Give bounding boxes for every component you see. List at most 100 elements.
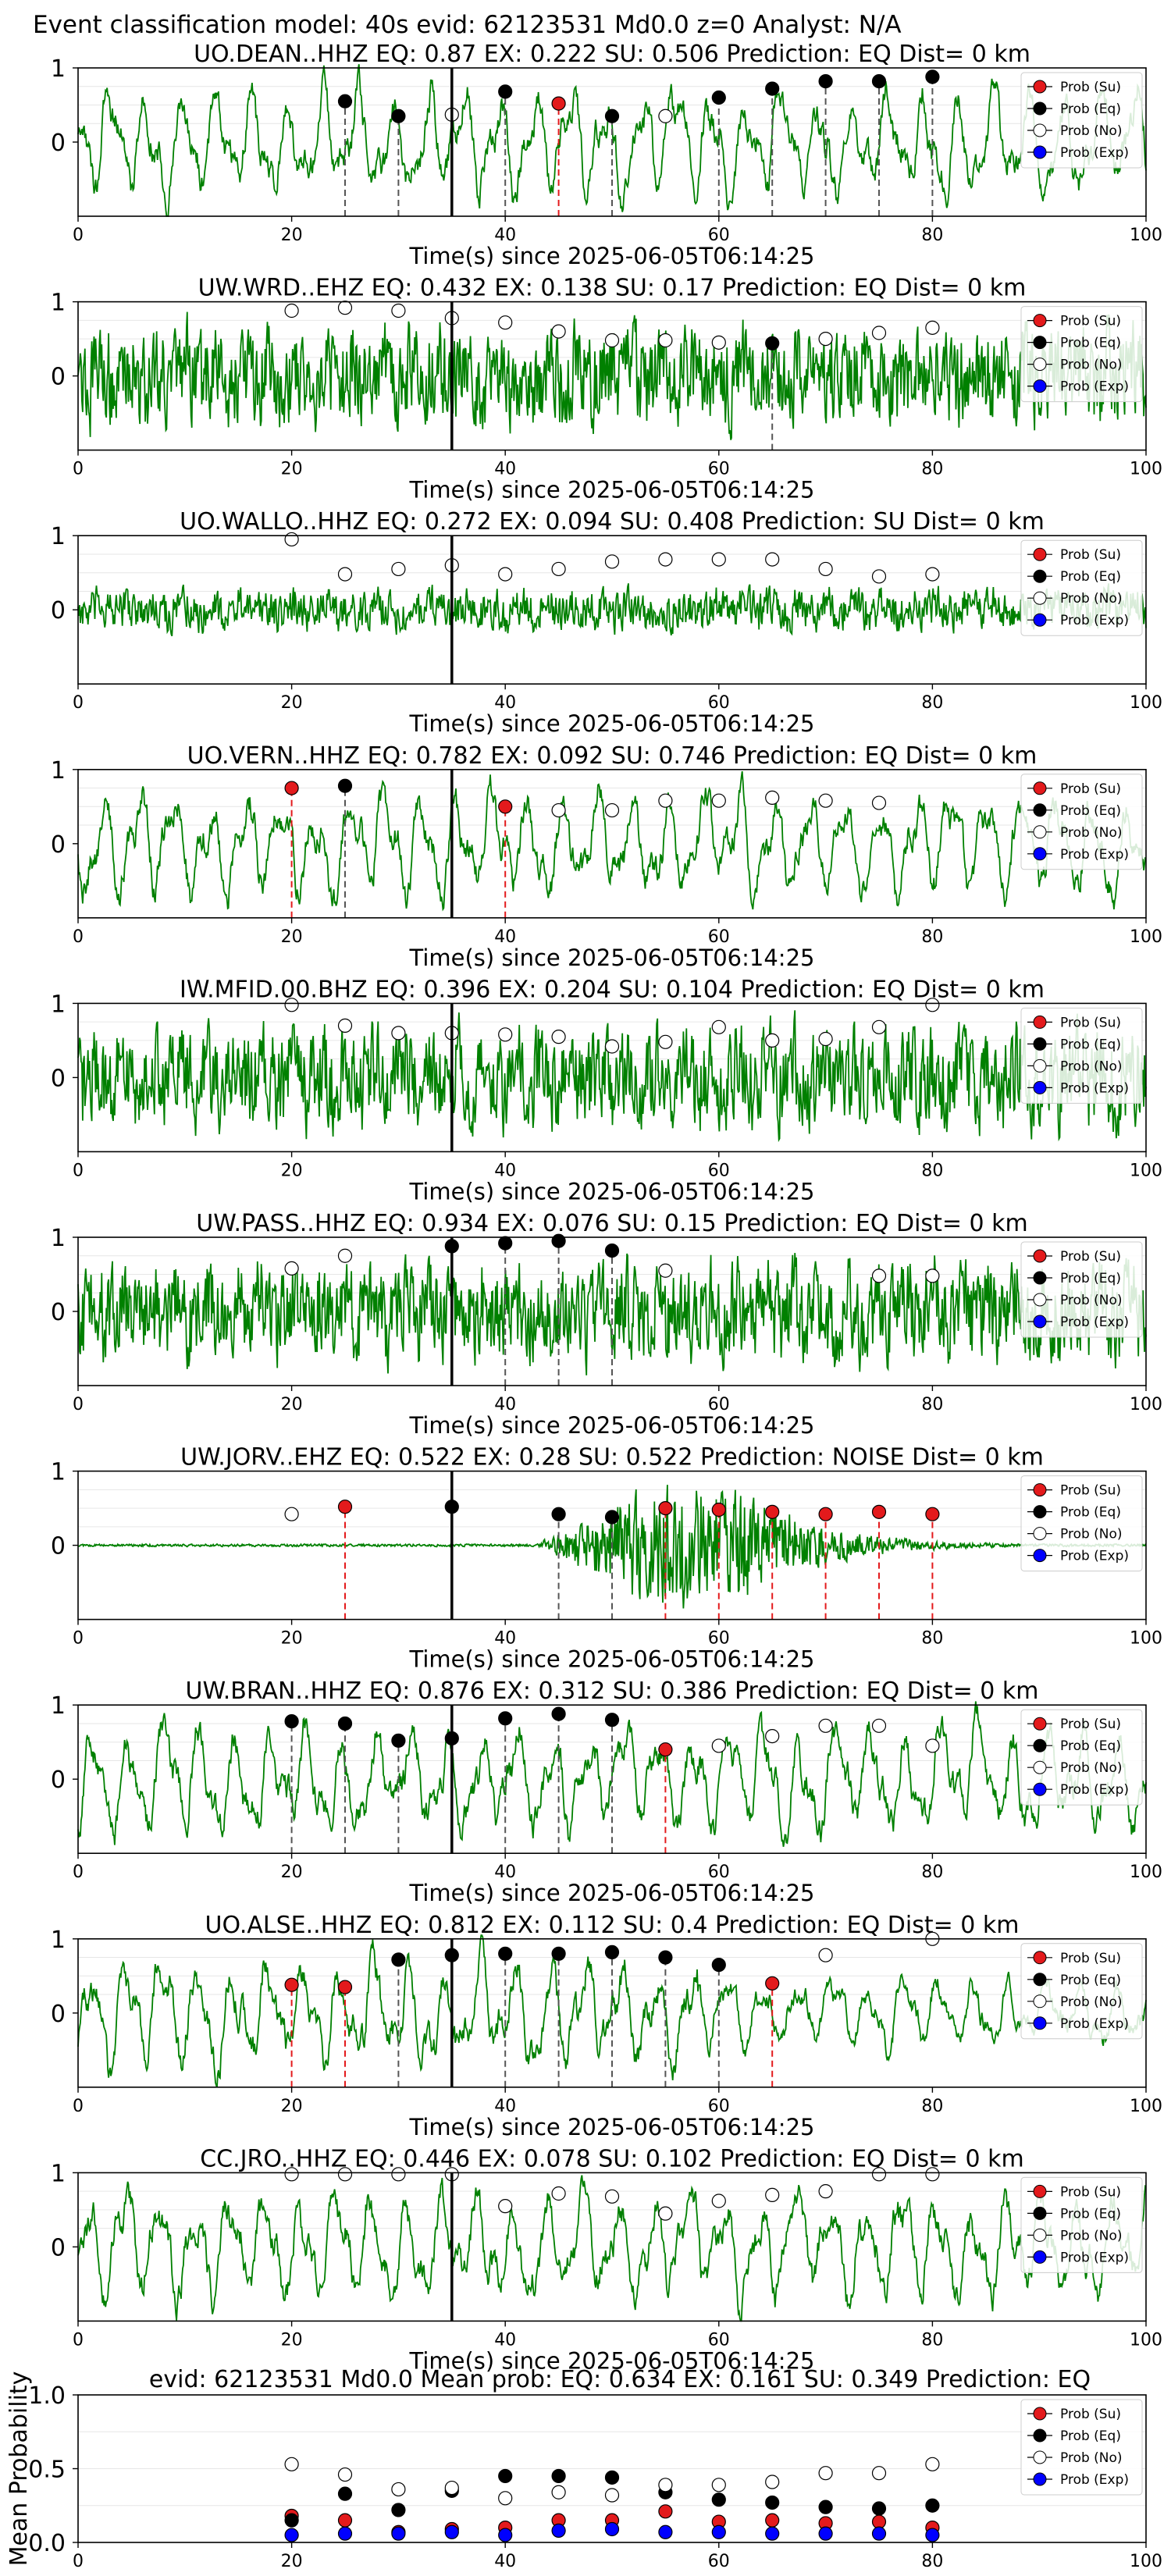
- y-tick-label: 1.0: [28, 2382, 66, 2410]
- legend-box: [1020, 774, 1143, 870]
- legend-marker: [1033, 1505, 1047, 1519]
- x-tick-label: 80: [921, 1629, 943, 1649]
- legend-marker: [1033, 1293, 1047, 1307]
- probability-marker: [871, 1718, 887, 1733]
- y-tick-label: 1: [51, 757, 66, 785]
- probability-marker: [498, 1236, 513, 1251]
- legend-marker: [1033, 1037, 1047, 1051]
- x-tick-label: 0: [73, 1629, 84, 1649]
- legend-box: [1020, 1241, 1143, 1338]
- probability-marker: [551, 1030, 566, 1044]
- x-tick-label: 40: [494, 460, 516, 479]
- legend-label: Prob (Eq): [1060, 1505, 1121, 1521]
- probability-marker: [711, 793, 726, 808]
- probability-marker: [818, 561, 833, 577]
- legend-marker: [1033, 847, 1047, 861]
- legend-label: Prob (Su): [1060, 314, 1121, 329]
- probability-marker: [711, 1738, 726, 1753]
- x-tick-label: 100: [1130, 1161, 1162, 1180]
- x-tick-label: 60: [708, 1395, 730, 1414]
- x-tick-label: 0: [73, 927, 84, 947]
- probability-marker: [391, 1026, 406, 1041]
- waveform-trace: [77, 770, 1147, 912]
- probability-marker: [925, 1507, 940, 1521]
- mean-probability-marker: [551, 2468, 566, 2484]
- x-axis-label: Time(s) since 2025-06-05T06:14:25: [409, 1178, 815, 1204]
- probability-marker: [551, 561, 566, 577]
- x-tick-label: 20: [281, 693, 303, 713]
- x-tick-label: 60: [708, 2330, 730, 2350]
- probability-marker: [818, 1718, 833, 1733]
- y-tick-label: 1: [51, 55, 66, 83]
- legend-label: Prob (Eq): [1060, 2428, 1121, 2444]
- x-tick-label: 40: [494, 226, 516, 245]
- legend-box: [1020, 1943, 1143, 2040]
- panel-title: UO.VERN..HHZ EQ: 0.782 EX: 0.092 SU: 0.7…: [187, 742, 1038, 770]
- probability-marker: [711, 2194, 726, 2208]
- mean-probability-marker: [284, 2513, 299, 2528]
- y-tick-label: 1: [51, 2160, 66, 2187]
- x-tick-label: 80: [921, 1863, 943, 1882]
- mean-probability-marker: [444, 2524, 459, 2539]
- legend-marker: [1033, 1015, 1047, 1029]
- x-tick-label: 40: [494, 927, 516, 947]
- legend-label: Prob (Exp): [1060, 379, 1129, 395]
- x-tick-label: 40: [494, 1863, 516, 1882]
- mean-probability-panel: evid: 62123531 Md0.0 Mean prob: EQ: 0.63…: [5, 2366, 1162, 2571]
- probability-marker: [498, 2199, 513, 2214]
- legend-label: Prob (Eq): [1060, 1037, 1121, 1052]
- x-tick-label: 40: [494, 1629, 516, 1649]
- probability-marker: [391, 109, 406, 123]
- panel-title: evid: 62123531 Md0.0 Mean prob: EQ: 0.63…: [149, 2366, 1091, 2393]
- x-axis-label: Time(s) since 2025-06-05T06:14:25: [409, 1646, 815, 1673]
- x-tick-label: 80: [921, 460, 943, 479]
- panel-legend: Prob (Su) Prob (Eq) Prob (No) Prob (Exp): [1020, 1475, 1143, 1572]
- probability-marker: [498, 1027, 513, 1042]
- probability-marker: [498, 315, 513, 330]
- legend-label: Prob (Eq): [1060, 2206, 1121, 2222]
- x-tick-label: 0: [73, 693, 84, 713]
- y-tick-label: 1: [51, 1692, 66, 1720]
- probability-marker: [604, 554, 620, 569]
- y-tick-label: 1: [51, 1927, 66, 1954]
- legend-label: Prob (Exp): [1060, 613, 1129, 628]
- probability-marker: [871, 1019, 887, 1034]
- probability-marker: [604, 333, 620, 348]
- legend-label: Prob (Su): [1060, 1015, 1121, 1030]
- x-tick-label: 0: [73, 2097, 84, 2116]
- mean-probability-marker: [337, 2486, 353, 2501]
- probability-marker: [604, 802, 620, 818]
- probability-marker: [284, 1507, 299, 1521]
- probability-marker: [818, 1031, 833, 1047]
- probability-marker: [284, 1714, 299, 1729]
- x-tick-label: 40: [494, 1395, 516, 1414]
- x-tick-label: 20: [281, 1161, 303, 1180]
- y-axis-label: Mean Probability: [5, 2371, 33, 2567]
- probability-marker: [711, 1957, 726, 1973]
- y-tick-label: 0.5: [28, 2457, 66, 2484]
- legend-label: Prob (Exp): [1060, 1080, 1129, 1096]
- mean-probability-marker: [391, 2503, 406, 2517]
- legend-label: Prob (Eq): [1060, 569, 1121, 585]
- y-tick-label: 0.0: [28, 2530, 66, 2557]
- waveform-panel: UW.JORV..EHZ EQ: 0.522 EX: 0.28 SU: 0.52…: [51, 1444, 1162, 1673]
- waveform-trace: [77, 1253, 1147, 1375]
- probability-marker: [818, 1948, 833, 1962]
- x-tick-label: 20: [281, 226, 303, 245]
- x-tick-label: 60: [708, 226, 730, 245]
- probability-marker: [337, 2167, 353, 2182]
- probability-marker: [551, 1946, 566, 1961]
- panel-legend: Prob (Su) Prob (Eq) Prob (No) Prob (Exp): [1020, 2176, 1143, 2273]
- legend-marker: [1033, 2250, 1047, 2264]
- probability-marker: [711, 90, 726, 105]
- panel-title: UO.DEAN..HHZ EQ: 0.87 EX: 0.222 SU: 0.50…: [194, 41, 1030, 68]
- legend-label: Prob (No): [1060, 123, 1123, 139]
- legend-marker: [1033, 803, 1047, 817]
- probability-marker: [658, 793, 673, 808]
- mean-probability-marker: [925, 2457, 940, 2471]
- probability-marker: [498, 1946, 513, 1961]
- x-tick-label: 20: [281, 2552, 303, 2571]
- probability-marker: [337, 1500, 353, 1514]
- mean-probability-marker: [711, 2478, 726, 2492]
- legend-marker: [1033, 547, 1047, 561]
